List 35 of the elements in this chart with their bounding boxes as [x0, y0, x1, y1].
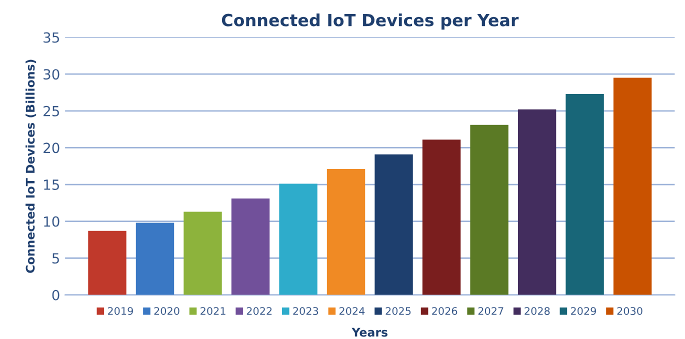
y-tick-label: 0 — [52, 290, 60, 300]
y-tick-label: 30 — [44, 69, 60, 80]
x-axis-title: Years — [352, 328, 388, 337]
y-axis-title: Connected IoT Devices (Billions) — [26, 60, 36, 273]
y-tick-label: 10 — [44, 216, 60, 227]
bar — [374, 154, 413, 295]
legend-label: 2023 — [293, 307, 318, 315]
bar — [422, 140, 461, 295]
bar — [613, 78, 652, 295]
y-tick-label: 5 — [52, 253, 59, 264]
bar — [136, 222, 174, 295]
legend-label: 2028 — [524, 307, 550, 315]
bar — [231, 198, 270, 295]
chart-title: Connected IoT Devices per Year — [222, 14, 519, 30]
bar — [566, 94, 604, 295]
bar — [279, 184, 318, 295]
legend-label: 2026 — [432, 307, 458, 315]
y-tick-label: 15 — [44, 180, 59, 190]
y-tick-label: 20 — [44, 142, 60, 154]
legend-label: 2020 — [154, 307, 180, 315]
y-tick-label: 25 — [44, 106, 59, 116]
bar — [518, 109, 556, 295]
legend-label: 2024 — [339, 307, 365, 315]
bar — [470, 124, 508, 295]
bar — [326, 169, 366, 295]
y-tick-label: 35 — [44, 32, 59, 43]
legend-label: 2029 — [570, 307, 596, 315]
bar — [184, 212, 222, 295]
legend-label: 2019 — [108, 307, 133, 315]
legend-label: 2027 — [478, 307, 504, 315]
legend-label: 2022 — [246, 307, 272, 315]
bar — [88, 230, 126, 295]
legend-label: 2021 — [200, 307, 226, 315]
legend-label: 2025 — [386, 307, 411, 315]
legend-label: 2030 — [617, 307, 642, 315]
